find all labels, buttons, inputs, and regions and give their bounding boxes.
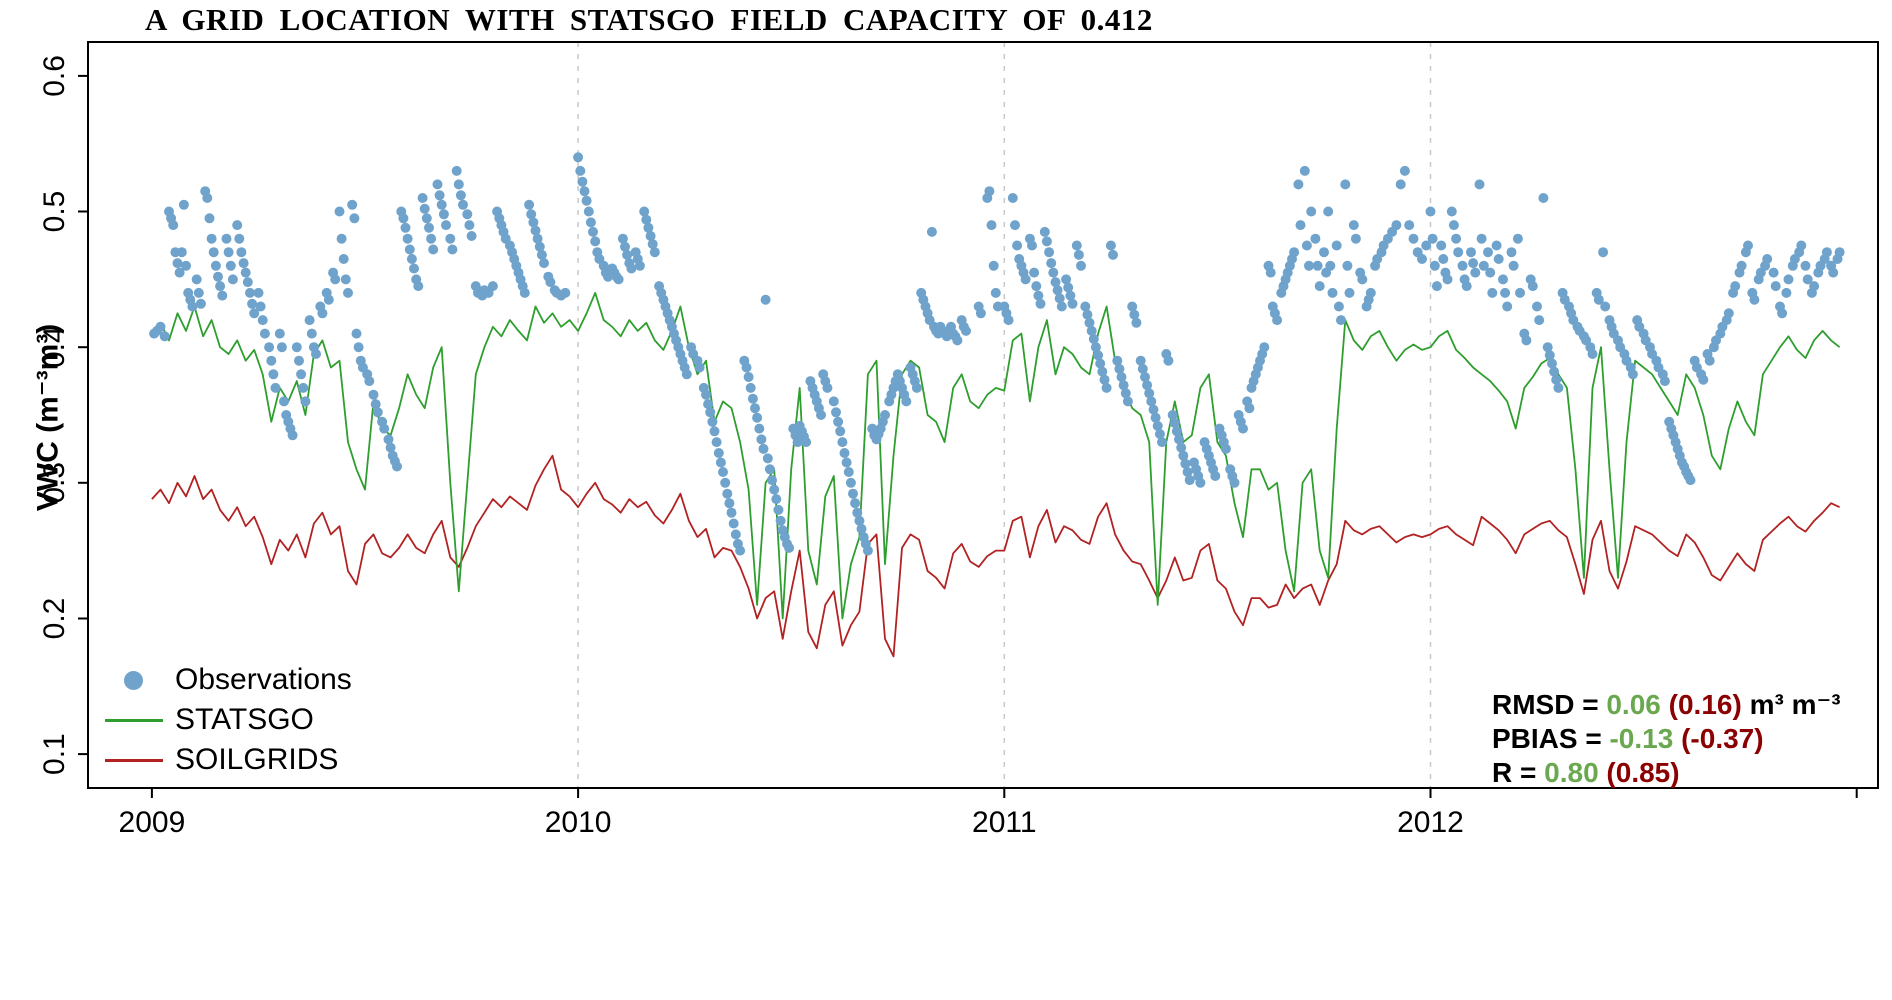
svg-text:0.5: 0.5 — [38, 191, 71, 233]
legend-label-observations: Observations — [175, 663, 352, 696]
svg-text:0.1: 0.1 — [38, 733, 71, 775]
stats-rmsd-soilgrids-value: (0.16) — [1668, 689, 1742, 720]
legend: Observations STATSGO SOILGRIDS — [102, 660, 352, 780]
svg-text:2011: 2011 — [972, 806, 1037, 839]
legend-item-soilgrids: SOILGRIDS — [102, 740, 352, 780]
stats-pbias-statsgo-value: -0.13 — [1609, 723, 1674, 754]
stats-r-soilgrids-value: (0.85) — [1606, 757, 1680, 788]
chart-title: A GRID LOCATION WITH STATSGO FIELD CAPAC… — [145, 2, 1153, 37]
stats-pbias-line: PBIAS = -0.13 (-0.37) — [1492, 722, 1841, 756]
legend-item-statsgo: STATSGO — [102, 700, 352, 740]
stats-r-label: R = — [1492, 757, 1545, 788]
svg-text:0.2: 0.2 — [38, 598, 71, 640]
statsgo-line-icon — [105, 718, 163, 722]
stats-sep — [1661, 689, 1669, 720]
stats-rmsd-line: RMSD = 0.06 (0.16) m³ m⁻³ — [1492, 688, 1841, 722]
stats-r-line: R = 0.80 (0.85) — [1492, 756, 1841, 790]
svg-text:2009: 2009 — [119, 806, 186, 839]
stats-rmsd-units: m³ m⁻³ — [1741, 689, 1841, 720]
svg-text:0.3: 0.3 — [38, 462, 71, 504]
stats-sep — [1673, 723, 1681, 754]
legend-item-observations: Observations — [102, 660, 352, 700]
svg-text:0.4: 0.4 — [38, 326, 71, 368]
stats-panel: RMSD = 0.06 (0.16) m³ m⁻³ PBIAS = -0.13 … — [1492, 688, 1841, 790]
stats-r-statsgo-value: 0.80 — [1544, 757, 1599, 788]
legend-label-soilgrids: SOILGRIDS — [175, 743, 339, 776]
stats-rmsd-label: RMSD = — [1492, 689, 1607, 720]
stats-pbias-label: PBIAS = — [1492, 723, 1610, 754]
stats-rmsd-statsgo-value: 0.06 — [1606, 689, 1661, 720]
svg-text:2012: 2012 — [1397, 806, 1464, 839]
svg-text:0.6: 0.6 — [38, 55, 71, 97]
soilgrids-line-icon — [105, 758, 163, 762]
y-axis-label: VWC (m⁻³m³) — [31, 323, 65, 512]
svg-text:2010: 2010 — [545, 806, 612, 839]
stats-pbias-soilgrids-value: (-0.37) — [1681, 723, 1764, 754]
legend-label-statsgo: STATSGO — [175, 703, 314, 736]
observations-dot-icon — [124, 670, 143, 690]
